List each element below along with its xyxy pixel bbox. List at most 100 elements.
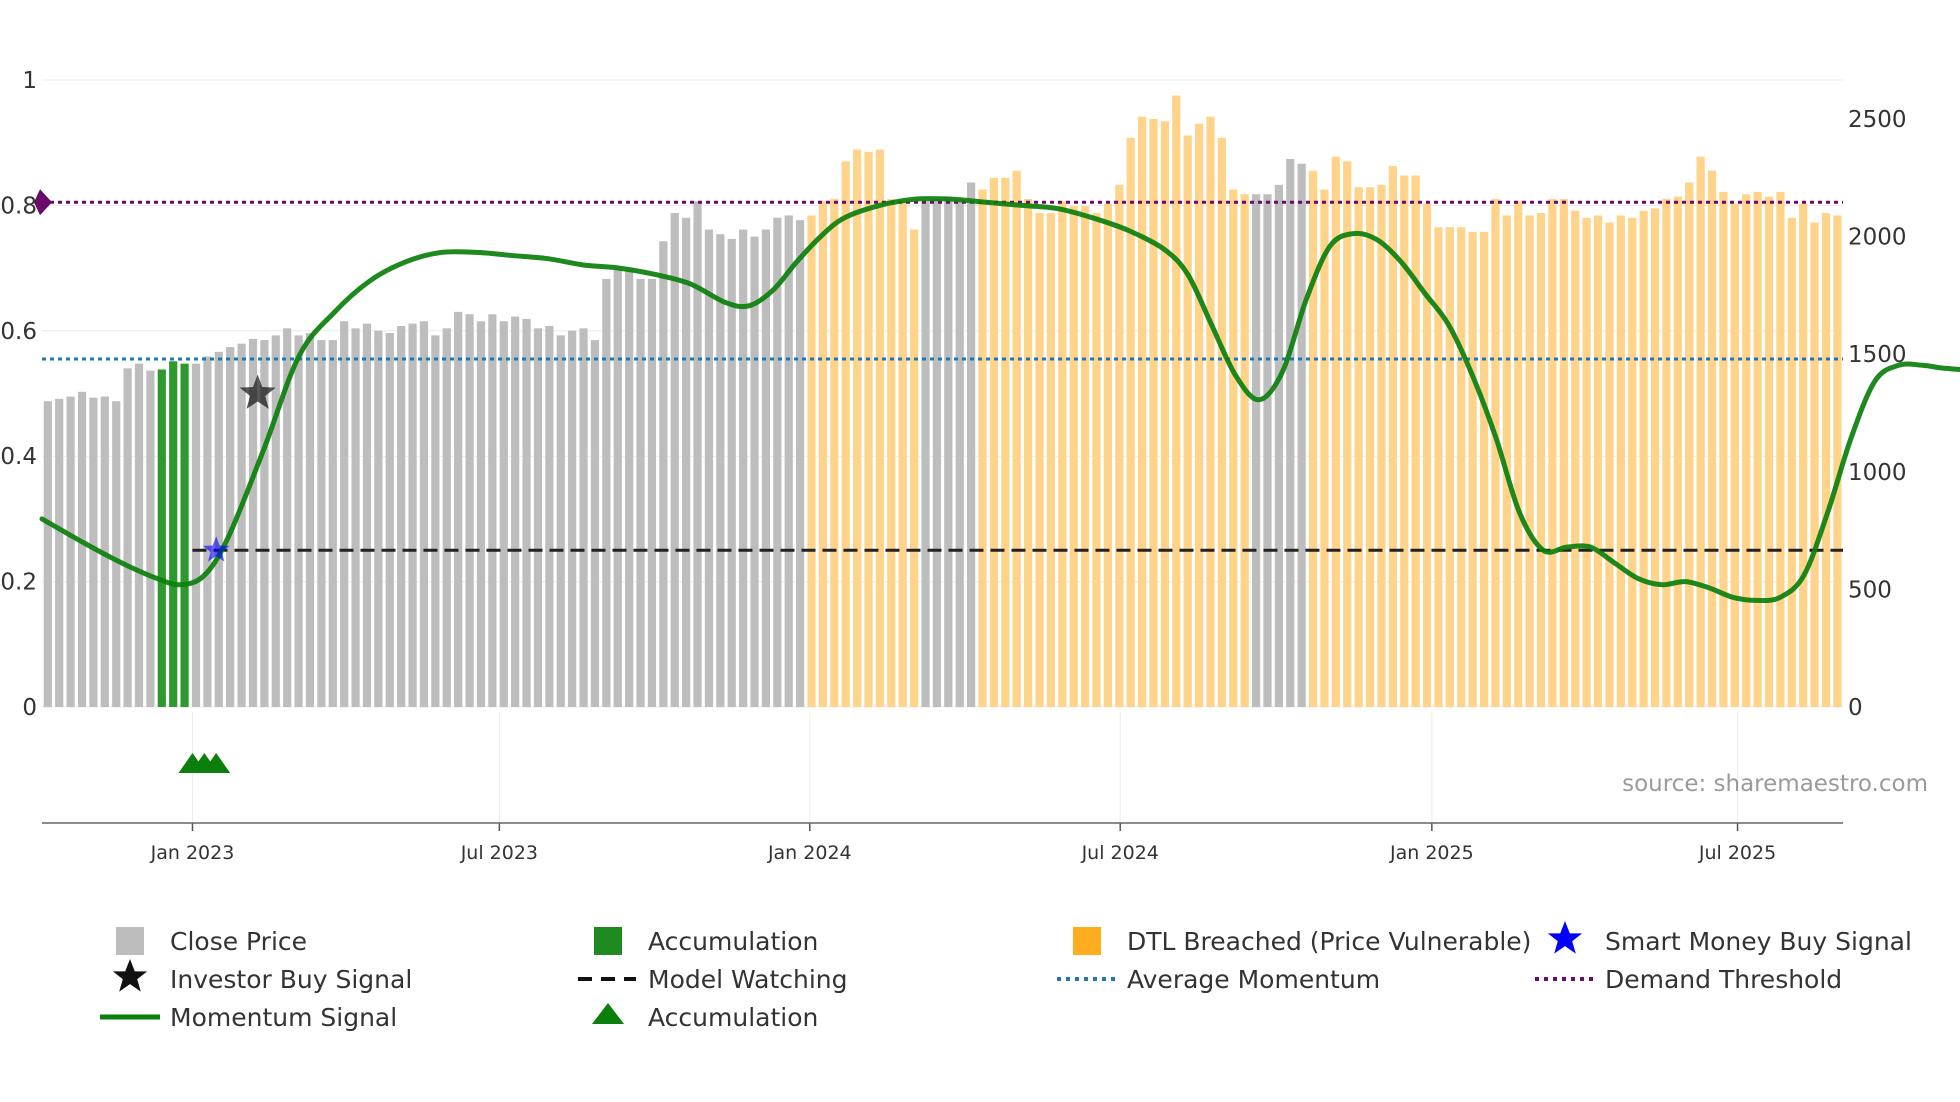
close-price-bar — [727, 238, 736, 707]
close-price-bar — [260, 340, 269, 707]
dtl-breached-bar — [830, 198, 839, 707]
dtl-breached-bar — [887, 198, 896, 707]
legend-label-average-momentum: Average Momentum — [1127, 965, 1380, 994]
dtl-breached-bar — [1468, 231, 1477, 707]
dtl-breached-bar — [1559, 198, 1568, 707]
close-price-bar — [123, 368, 132, 707]
price-bars — [43, 95, 1842, 708]
close-price-bar — [362, 323, 372, 707]
close-price-bar — [750, 236, 759, 707]
dtl-breached-bar — [1240, 194, 1249, 707]
close-price-bar — [419, 321, 429, 707]
dtl-breached-bar — [1206, 116, 1215, 707]
dtl-breached-bar — [1092, 213, 1101, 707]
dtl-breached-bar — [1628, 217, 1637, 707]
close-price-bar — [351, 328, 360, 707]
close-price-bar — [522, 318, 531, 707]
x-axis-tick-label: Jul 2024 — [1081, 842, 1159, 864]
accumulation-bar — [169, 361, 178, 707]
dtl-breached-bar — [1422, 203, 1432, 707]
right-axis-tick-label: 500 — [1848, 577, 1892, 603]
close-price-bar — [613, 269, 622, 707]
close-price-bar — [431, 335, 440, 707]
dtl-breached-bar — [1776, 191, 1785, 708]
close-price-bar — [77, 391, 87, 707]
close-price-bar — [625, 269, 634, 707]
legend-swatch-dtl-breached — [1073, 927, 1101, 955]
close-price-bar — [488, 314, 497, 707]
left-axis-tick-label: 0.4 — [0, 444, 37, 470]
dtl-breached-bar — [1058, 201, 1067, 707]
close-price-bar — [305, 333, 315, 707]
dtl-breached-bar — [1582, 217, 1591, 707]
x-axis-tick-label: Jul 2025 — [1698, 842, 1776, 864]
dtl-breached-bar — [1160, 121, 1169, 708]
dtl-breached-bar — [1183, 135, 1192, 708]
dtl-breached-bar — [1502, 215, 1511, 707]
close-price-bar — [146, 370, 155, 707]
dtl-breached-bar — [1388, 166, 1397, 708]
dtl-breached-bar — [978, 189, 987, 707]
dtl-breached-bar — [1764, 196, 1774, 707]
dtl-breached-bar — [1411, 175, 1420, 707]
legend-label-demand-threshold: Demand Threshold — [1605, 965, 1842, 994]
legend-label-model-watching: Model Watching — [648, 965, 848, 994]
dtl-breached-bar — [1308, 170, 1318, 707]
dtl-breached-bar — [1434, 227, 1443, 707]
signal-markers — [34, 189, 276, 773]
close-price-bar — [237, 343, 246, 707]
x-axis-tick-label: Jan 2023 — [150, 842, 235, 864]
close-price-bar — [944, 196, 953, 707]
close-price-bar — [704, 229, 714, 707]
dtl-breached-bar — [1787, 217, 1796, 707]
dtl-breached-bar — [1046, 213, 1056, 707]
close-price-bar — [476, 321, 486, 707]
close-price-bar — [761, 229, 771, 707]
dtl-breached-bar — [910, 229, 919, 707]
dtl-breached-bar — [1229, 189, 1238, 707]
dtl-breached-bar — [1536, 213, 1546, 707]
close-price-bar — [465, 314, 474, 707]
dtl-breached-bar — [1696, 156, 1705, 707]
close-price-bar — [442, 328, 451, 707]
accumulation-triangle — [202, 753, 231, 773]
accumulation-bar — [157, 369, 166, 707]
x-axis-tick-label: Jul 2023 — [460, 842, 538, 864]
dtl-breached-bar — [875, 149, 885, 708]
close-price-bar — [134, 363, 144, 707]
close-price-bar — [716, 234, 725, 708]
close-price-bar — [454, 311, 463, 707]
close-price-bar — [317, 340, 326, 707]
close-price-bar — [283, 328, 292, 707]
close-price-bar — [545, 325, 554, 707]
close-price-bar — [1286, 158, 1295, 707]
dtl-breached-bar — [1354, 187, 1363, 707]
close-price-bar — [248, 338, 258, 707]
close-price-bar — [967, 182, 976, 707]
legend-label-momentum: Momentum Signal — [170, 1003, 397, 1032]
dtl-breached-bar — [1149, 119, 1158, 707]
dtl-breached-bar — [1673, 196, 1682, 707]
right-axis-tick-label: 1500 — [1848, 342, 1907, 368]
close-price-bar — [374, 330, 383, 707]
dtl-breached-bar — [1491, 198, 1500, 707]
dtl-breached-bar — [1445, 227, 1454, 707]
x-axis-tick-label: Jan 2024 — [767, 842, 852, 864]
dtl-breached-bar — [1650, 208, 1660, 707]
smart-money-buy-signal-star — [202, 536, 230, 562]
dtl-breached-bar — [1799, 203, 1808, 707]
dtl-breached-bar — [1821, 213, 1831, 707]
dtl-breached-bar — [989, 177, 999, 708]
left-axis-tick-label: 0.2 — [0, 570, 37, 596]
close-price-bar — [796, 220, 805, 708]
left-axis-tick-label: 0 — [22, 695, 37, 721]
dtl-breached-bar — [1320, 189, 1329, 707]
dtl-breached-bar — [1571, 210, 1580, 707]
dtl-breached-bar — [1194, 123, 1204, 708]
right-axis-tick-label: 1000 — [1848, 460, 1907, 486]
close-price-bar — [682, 217, 691, 707]
close-price-bar — [670, 213, 679, 707]
close-price-bar — [397, 325, 406, 707]
investor-buy-signal-star — [239, 374, 276, 409]
